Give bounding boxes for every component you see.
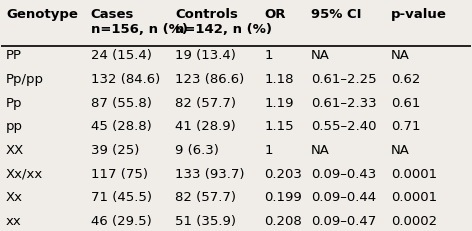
Text: 1: 1 bbox=[264, 143, 273, 156]
Text: 82 (57.7): 82 (57.7) bbox=[175, 191, 236, 204]
Text: 0.208: 0.208 bbox=[264, 214, 302, 227]
Text: 0.09–0.43: 0.09–0.43 bbox=[311, 167, 376, 180]
Text: 123 (86.6): 123 (86.6) bbox=[175, 73, 244, 85]
Text: Genotype: Genotype bbox=[6, 8, 78, 21]
Text: 0.61: 0.61 bbox=[391, 96, 420, 109]
Text: 82 (57.7): 82 (57.7) bbox=[175, 96, 236, 109]
Text: 0.62: 0.62 bbox=[391, 73, 420, 85]
Text: 46 (29.5): 46 (29.5) bbox=[91, 214, 152, 227]
Text: 133 (93.7): 133 (93.7) bbox=[175, 167, 244, 180]
Text: 1.18: 1.18 bbox=[264, 73, 294, 85]
Text: 0.203: 0.203 bbox=[264, 167, 302, 180]
Text: 51 (35.9): 51 (35.9) bbox=[175, 214, 236, 227]
Text: 87 (55.8): 87 (55.8) bbox=[91, 96, 152, 109]
Text: 45 (28.8): 45 (28.8) bbox=[91, 120, 152, 133]
Text: 0.0001: 0.0001 bbox=[391, 191, 437, 204]
Text: p-value: p-value bbox=[391, 8, 447, 21]
Text: 19 (13.4): 19 (13.4) bbox=[175, 49, 236, 62]
Text: Pp: Pp bbox=[6, 96, 23, 109]
Text: 71 (45.5): 71 (45.5) bbox=[91, 191, 152, 204]
Text: 117 (75): 117 (75) bbox=[91, 167, 148, 180]
Text: 41 (28.9): 41 (28.9) bbox=[175, 120, 236, 133]
Text: NA: NA bbox=[391, 143, 410, 156]
Text: 0.71: 0.71 bbox=[391, 120, 421, 133]
Text: Xx/xx: Xx/xx bbox=[6, 167, 43, 180]
Text: 39 (25): 39 (25) bbox=[91, 143, 139, 156]
Text: 0.199: 0.199 bbox=[264, 191, 302, 204]
Text: 0.09–0.44: 0.09–0.44 bbox=[311, 191, 376, 204]
Text: NA: NA bbox=[311, 49, 330, 62]
Text: 132 (84.6): 132 (84.6) bbox=[91, 73, 160, 85]
Text: 1.19: 1.19 bbox=[264, 96, 294, 109]
Text: 1.15: 1.15 bbox=[264, 120, 294, 133]
Text: XX: XX bbox=[6, 143, 25, 156]
Text: 1: 1 bbox=[264, 49, 273, 62]
Text: Cases
n=156, n (%): Cases n=156, n (%) bbox=[91, 8, 187, 36]
Text: Xx: Xx bbox=[6, 191, 23, 204]
Text: 95% CI: 95% CI bbox=[311, 8, 362, 21]
Text: OR: OR bbox=[264, 8, 286, 21]
Text: 0.09–0.47: 0.09–0.47 bbox=[311, 214, 376, 227]
Text: xx: xx bbox=[6, 214, 22, 227]
Text: Controls
n=142, n (%): Controls n=142, n (%) bbox=[175, 8, 272, 36]
Text: pp: pp bbox=[6, 120, 23, 133]
Text: 24 (15.4): 24 (15.4) bbox=[91, 49, 152, 62]
Text: 0.55–2.40: 0.55–2.40 bbox=[311, 120, 377, 133]
Text: Pp/pp: Pp/pp bbox=[6, 73, 44, 85]
Text: 0.0002: 0.0002 bbox=[391, 214, 437, 227]
Text: NA: NA bbox=[311, 143, 330, 156]
Text: 9 (6.3): 9 (6.3) bbox=[175, 143, 219, 156]
Text: 0.61–2.25: 0.61–2.25 bbox=[311, 73, 377, 85]
Text: 0.61–2.33: 0.61–2.33 bbox=[311, 96, 377, 109]
Text: 0.0001: 0.0001 bbox=[391, 167, 437, 180]
Text: PP: PP bbox=[6, 49, 22, 62]
Text: NA: NA bbox=[391, 49, 410, 62]
